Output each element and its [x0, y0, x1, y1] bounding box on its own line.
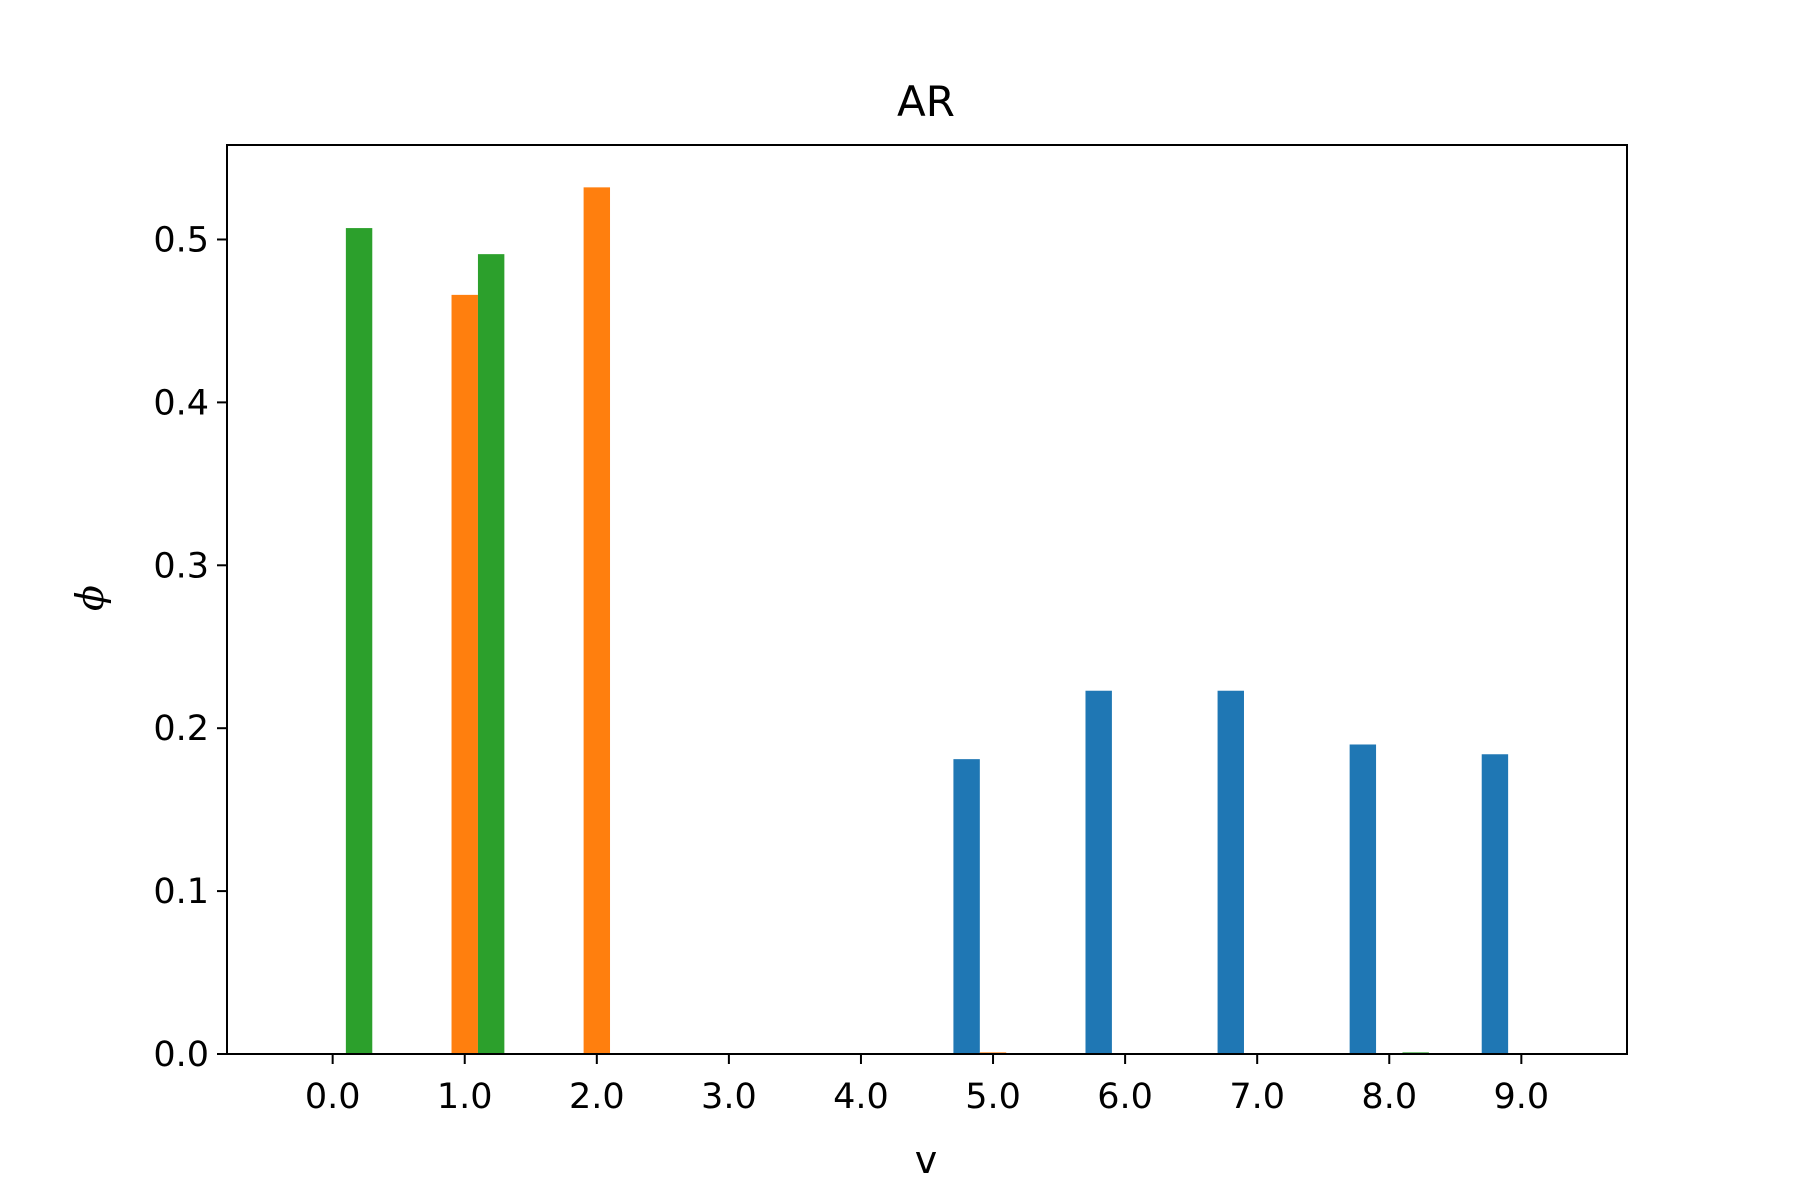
y-tick-label: 0.3 [153, 546, 209, 586]
x-tick-label: 5.0 [965, 1077, 1021, 1117]
y-axis: 0.0 0.1 0.2 0.3 0.4 0.5 [153, 220, 227, 1075]
bar-series1-6.0 [1085, 690, 1112, 1054]
bar-series1-7.0 [1217, 690, 1244, 1054]
bar-series1-5.0 [953, 759, 980, 1054]
bar-series1-8.0 [1349, 744, 1377, 1054]
bar-series1-9.0 [1481, 754, 1509, 1054]
x-axis-title: v [915, 1138, 938, 1182]
x-tick-label: 0.0 [305, 1077, 361, 1117]
x-tick-label: 4.0 [833, 1077, 889, 1117]
bar-series3-1.0 [477, 254, 505, 1055]
y-tick-label: 0.0 [153, 1035, 209, 1075]
y-tick-label: 0.5 [153, 220, 209, 260]
plot-frame [226, 144, 1628, 1055]
y-tick-label: 0.4 [153, 383, 209, 423]
chart-title: AR [897, 77, 955, 126]
x-tick-label: 8.0 [1361, 1077, 1417, 1117]
bar-series2-1.0 [451, 294, 478, 1054]
x-tick-label: 2.0 [569, 1077, 625, 1117]
x-tick-label: 6.0 [1097, 1077, 1153, 1117]
x-tick-label: 7.0 [1229, 1077, 1285, 1117]
bar-series2-2.0 [583, 187, 611, 1054]
x-tick-label: 3.0 [701, 1077, 757, 1117]
x-axis: 0.0 1.0 2.0 3.0 4.0 5.0 6.0 7.0 8.0 9.0 [305, 1054, 1549, 1117]
x-tick-label: 9.0 [1494, 1077, 1550, 1117]
bar-series3-0.0 [345, 228, 373, 1055]
y-axis-title: ϕ [68, 585, 112, 611]
bars-layer [345, 187, 1509, 1055]
y-tick-label: 0.2 [153, 709, 209, 749]
x-tick-label: 1.0 [437, 1077, 493, 1117]
y-tick-label: 0.1 [153, 872, 209, 912]
